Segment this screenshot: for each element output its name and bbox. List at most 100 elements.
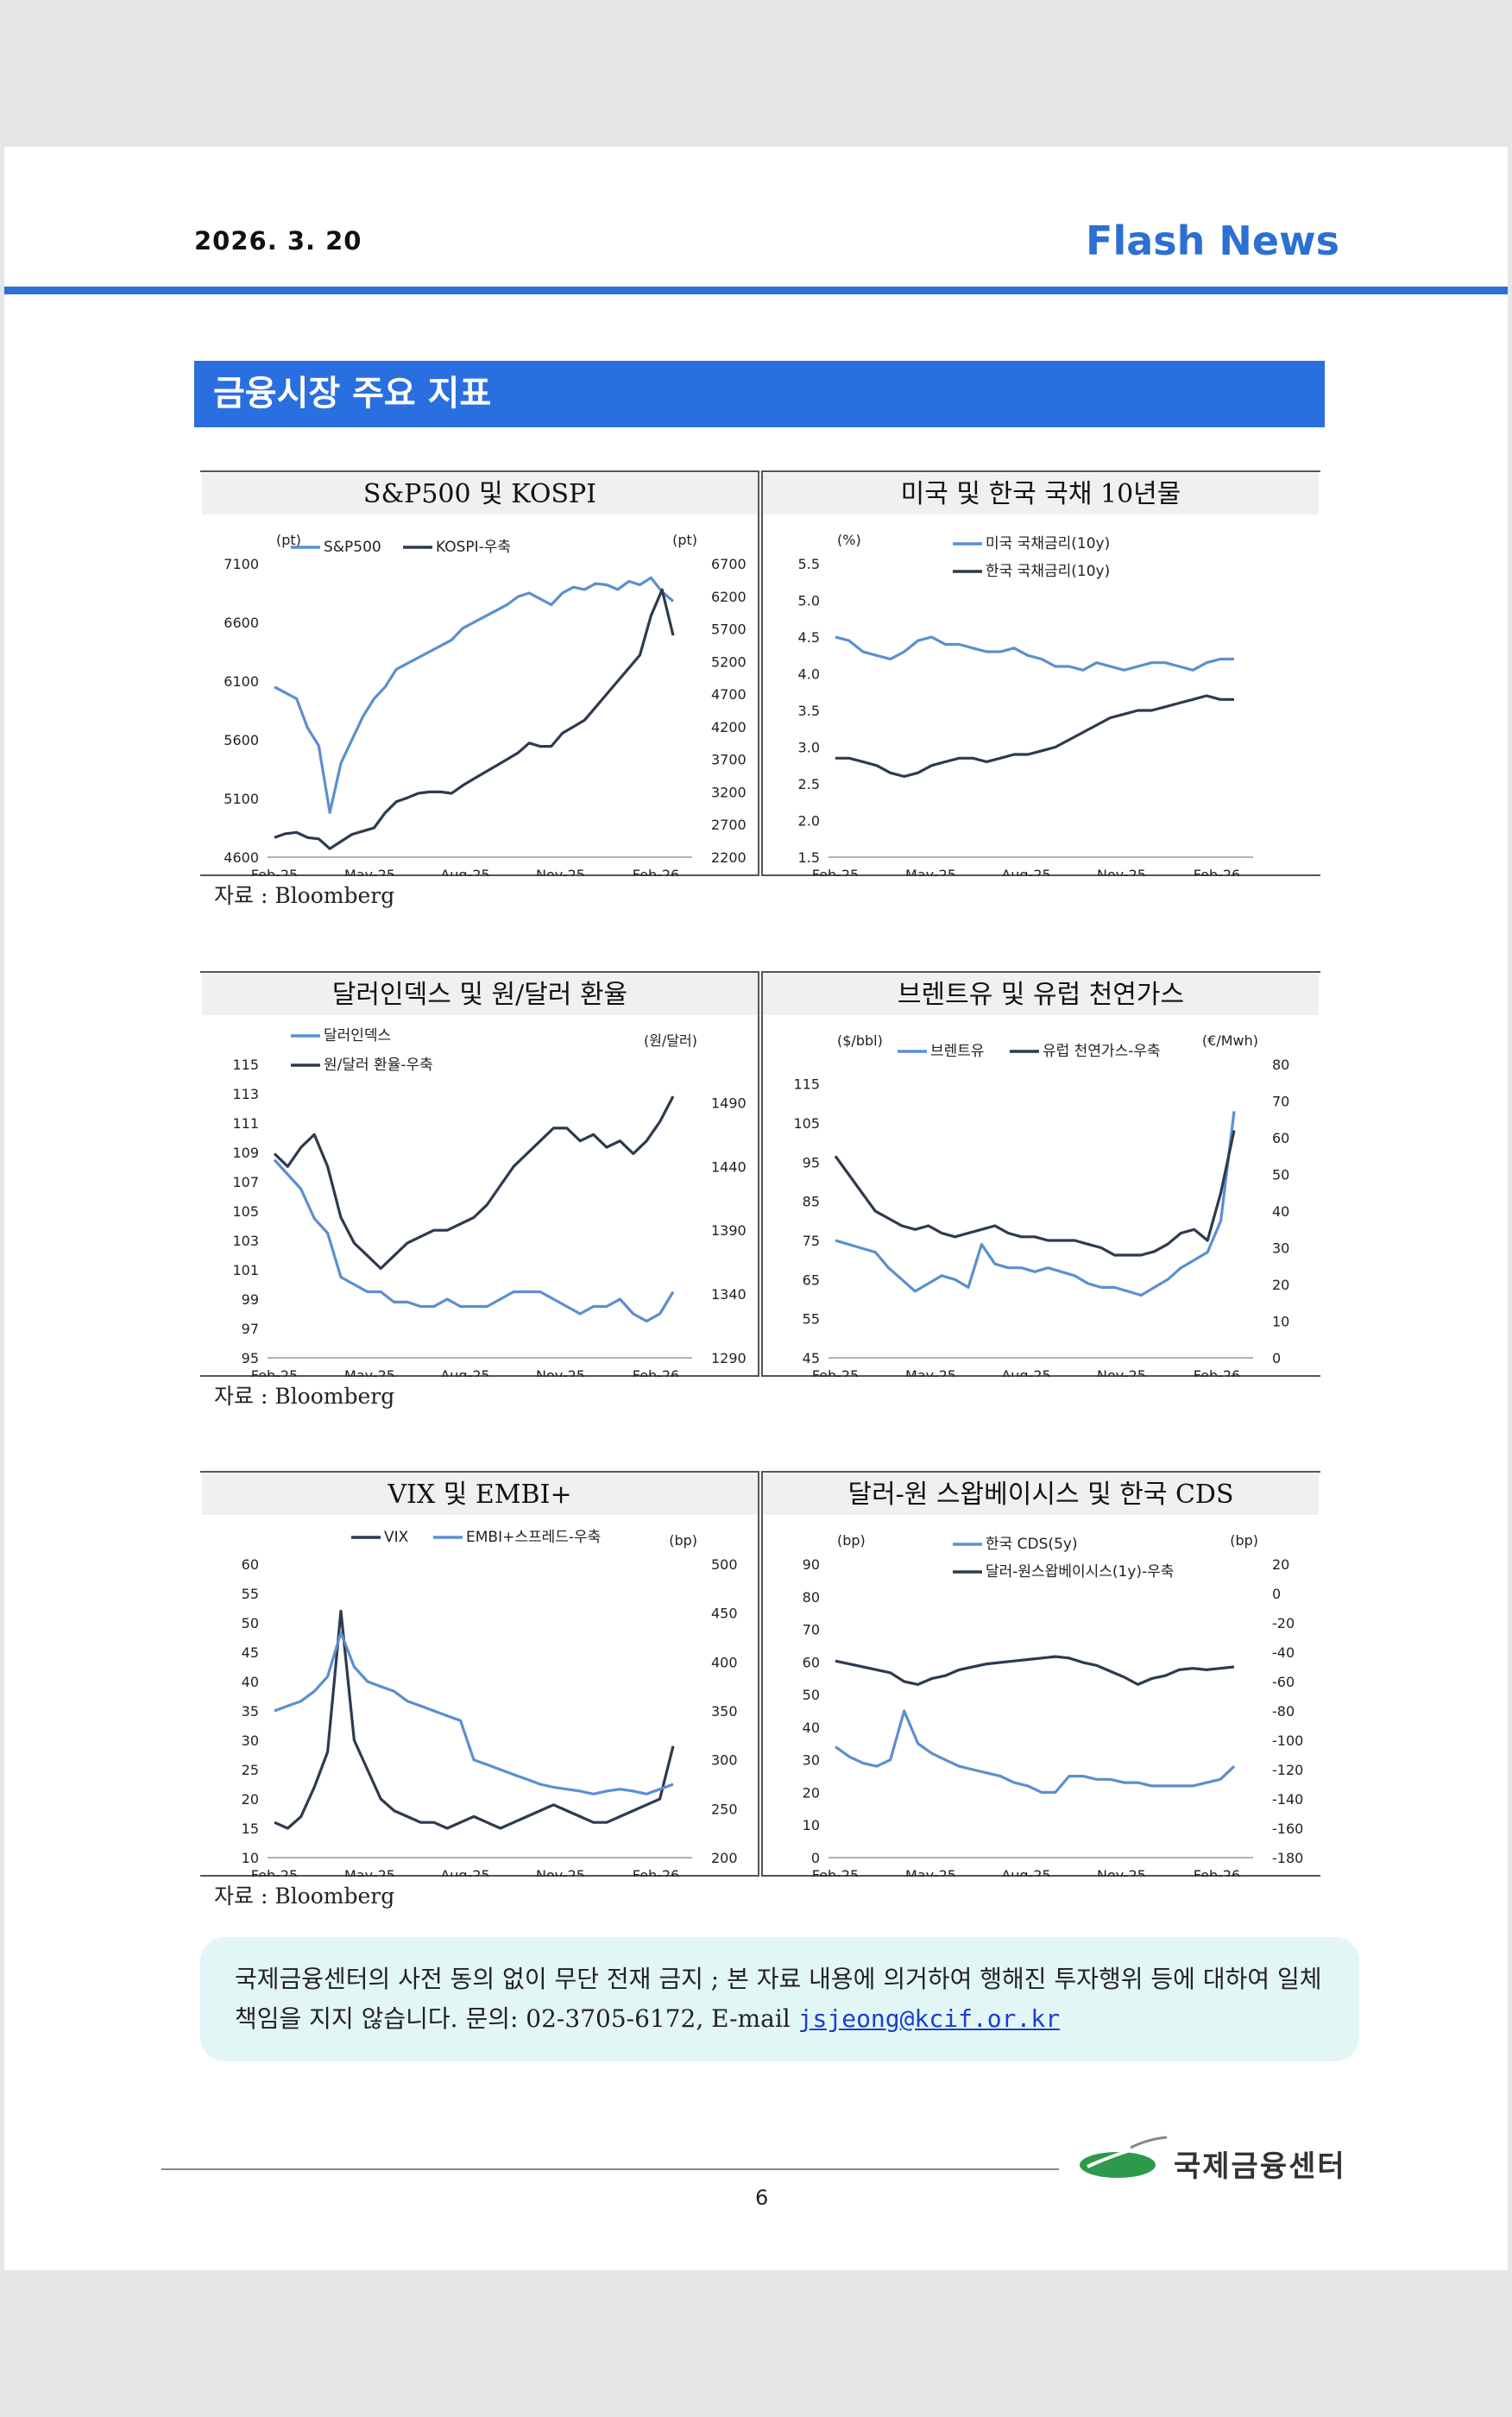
y-tick-left: 99 — [242, 1291, 259, 1308]
x-tick-label: Aug-25 — [1001, 1867, 1050, 1877]
source-note: 자료 : Bloomberg — [214, 1884, 395, 1909]
y-tick-right: -20 — [1272, 1615, 1295, 1631]
y-tick-left: 15 — [242, 1821, 259, 1837]
y-tick-right: 5200 — [711, 653, 747, 670]
y-tick-left: 2.0 — [798, 813, 820, 830]
series-line-1 — [835, 694, 1234, 779]
y-tick-left: 0 — [811, 1850, 820, 1866]
left-axis-unit: (%) — [837, 532, 861, 548]
disclaimer-box: 국제금융센터의 사전 동의 없이 무단 전재 금지 ; 본 자료 내용에 의거하… — [200, 1937, 1359, 2061]
chart-svg: 미국 및 한국 국채 10년물 1.5 2.0 2.5 3.0 3.5 4.0 4.5 5.0 5… — [761, 470, 1320, 876]
y-tick-left: 4600 — [224, 849, 259, 866]
y-tick-left: 50 — [803, 1687, 820, 1703]
x-tick-label: May-25 — [344, 1867, 395, 1877]
chart-title-band — [763, 974, 1319, 1015]
chart-svg: S&P500 및 KOSPI 4600 5100 5600 6100 6600 7100 22… — [200, 470, 759, 876]
y-tick-right: -120 — [1272, 1762, 1303, 1778]
chart-title-band — [202, 1474, 758, 1515]
email-link[interactable]: jsjeong@kcif.or.kr — [797, 2004, 1061, 2033]
legend-label: 미국 국채금리(10y) — [986, 535, 1110, 552]
x-tick-label: Nov-25 — [1097, 867, 1146, 876]
chart-svg: 달러인덱스 및 원/달러 환율 95 97 99 101 103 105 107 109 111 1… — [200, 971, 759, 1377]
x-tick-label: Feb-25 — [812, 1867, 859, 1877]
x-tick-label: Feb-26 — [633, 1367, 679, 1377]
y-tick-right: 400 — [711, 1654, 738, 1670]
x-tick-label: Feb-26 — [1194, 1867, 1240, 1877]
y-tick-left: 20 — [803, 1784, 820, 1801]
y-tick-right: 1340 — [711, 1286, 747, 1303]
chart-title: 달러인덱스 및 원/달러 환율 — [332, 980, 627, 1010]
y-tick-left: 97 — [242, 1321, 259, 1337]
x-tick-label: Feb-26 — [1194, 867, 1240, 876]
x-tick-label: May-25 — [905, 867, 956, 876]
y-tick-right: 0 — [1272, 1350, 1281, 1366]
legend-label: 브렌트유 — [930, 1043, 985, 1060]
y-tick-left: 105 — [232, 1203, 259, 1220]
right-axis-unit: (pt) — [672, 532, 697, 548]
chart-svg: 달러-원 스왑베이시스 및 한국 CDS 0 10 20 30 40 50 60 70 80 90 -… — [761, 1471, 1320, 1877]
y-tick-left: 5.5 — [798, 556, 820, 572]
y-tick-left: 115 — [232, 1057, 259, 1073]
x-tick-label: Nov-25 — [536, 1367, 585, 1377]
x-tick-label: Aug-25 — [1001, 867, 1050, 876]
y-tick-left: 25 — [242, 1762, 259, 1778]
legend-label: S&P500 — [324, 539, 381, 556]
y-tick-right: 70 — [1272, 1094, 1289, 1110]
y-tick-left: 45 — [803, 1350, 820, 1366]
y-tick-right: 20 — [1272, 1277, 1289, 1293]
y-tick-left: 3.5 — [798, 703, 820, 719]
y-tick-right: -100 — [1272, 1732, 1303, 1749]
series-line-0 — [274, 576, 675, 814]
y-tick-left: 55 — [803, 1311, 820, 1328]
y-tick-left: 30 — [803, 1752, 820, 1769]
y-tick-right: 0 — [1272, 1586, 1281, 1602]
y-tick-left: 60 — [242, 1556, 259, 1573]
brand-title: Flash News — [1086, 218, 1339, 264]
y-tick-right: 250 — [711, 1801, 738, 1817]
legend-label: 달러-원스왑베이시스(1y)-우축 — [986, 1563, 1174, 1581]
y-tick-left: 95 — [242, 1350, 259, 1366]
y-tick-left: 4.5 — [798, 629, 820, 646]
y-tick-left: 4.0 — [798, 666, 820, 683]
right-axis-unit: (bp) — [1230, 1532, 1258, 1549]
y-tick-left: 3.0 — [798, 740, 820, 756]
series-line-1 — [273, 1095, 675, 1271]
x-tick-label: May-25 — [344, 1367, 395, 1377]
y-tick-right: 80 — [1272, 1057, 1289, 1073]
legend-label: KOSPI-우축 — [436, 539, 511, 556]
section-title: 금융시장 주요 지표 — [194, 361, 1325, 427]
header-rule — [4, 287, 1508, 294]
y-tick-left: 105 — [793, 1115, 820, 1132]
chart-panel-bond-yields: 미국 및 한국 국채 10년물 1.5 2.0 2.5 3.0 3.5 4.0 4.5 5.0 5… — [761, 470, 1320, 876]
y-tick-left: 90 — [803, 1556, 820, 1573]
y-tick-left: 6100 — [224, 673, 259, 690]
series-line-0 — [835, 1111, 1236, 1297]
chart-panel-brent-gas: 브렌트유 및 유럽 천연가스 45 55 65 75 85 95 105 115 0 10 20 30 4… — [761, 971, 1320, 1377]
y-tick-right: -140 — [1272, 1791, 1303, 1808]
x-tick-label: Aug-25 — [440, 1367, 489, 1377]
y-tick-left: 70 — [803, 1622, 820, 1638]
org-name: 국제금융센터 — [1174, 2149, 1346, 2184]
y-tick-right: -40 — [1272, 1644, 1295, 1661]
y-tick-right: 20 — [1272, 1556, 1289, 1573]
y-tick-right: 3200 — [711, 784, 747, 800]
y-tick-left: 10 — [803, 1817, 820, 1833]
series-line-0 — [273, 1158, 675, 1323]
chart-title-band — [763, 1474, 1319, 1515]
y-tick-left: 30 — [242, 1732, 259, 1749]
y-tick-right: 10 — [1272, 1314, 1289, 1330]
chart-title-band — [763, 473, 1319, 514]
y-tick-right: 1290 — [711, 1350, 747, 1366]
x-tick-label: Aug-25 — [440, 867, 489, 876]
y-tick-left: 103 — [232, 1233, 259, 1249]
x-tick-label: May-25 — [344, 867, 395, 876]
chart-panel-swap-cds: 달러-원 스왑베이시스 및 한국 CDS 0 10 20 30 40 50 60 70 80 90 -… — [761, 1471, 1320, 1877]
x-tick-label: Feb-25 — [251, 867, 298, 876]
chart-title: S&P500 및 KOSPI — [363, 479, 596, 509]
right-axis-unit: (원/달러) — [644, 1032, 697, 1049]
y-tick-right: 3700 — [711, 752, 747, 768]
y-tick-right: 30 — [1272, 1240, 1289, 1257]
y-tick-left: 107 — [232, 1174, 259, 1190]
y-tick-left: 6600 — [224, 615, 259, 631]
y-tick-left: 1.5 — [798, 849, 820, 866]
